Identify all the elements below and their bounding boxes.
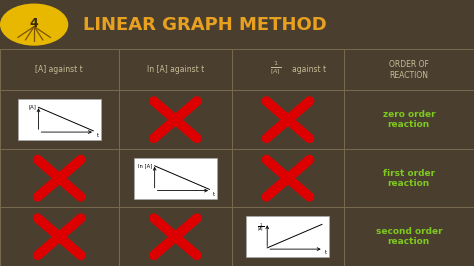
Text: zero order
reaction: zero order reaction	[383, 110, 435, 129]
Ellipse shape	[22, 7, 35, 14]
Text: [A] against t: [A] against t	[36, 65, 83, 74]
Ellipse shape	[31, 6, 44, 14]
FancyBboxPatch shape	[134, 157, 217, 199]
Text: $\frac{1}{[A]}$: $\frac{1}{[A]}$	[271, 60, 282, 77]
Text: [A]: [A]	[28, 105, 36, 109]
FancyBboxPatch shape	[246, 216, 329, 257]
Text: first order
reaction: first order reaction	[383, 169, 435, 188]
Text: LINEAR GRAPH METHOD: LINEAR GRAPH METHOD	[83, 16, 327, 34]
Ellipse shape	[39, 7, 52, 15]
Text: against t: against t	[292, 65, 326, 74]
Text: $\frac{1}{[A]}$: $\frac{1}{[A]}$	[257, 222, 264, 234]
Text: second order
reaction: second order reaction	[375, 227, 442, 246]
Ellipse shape	[14, 8, 27, 15]
Ellipse shape	[0, 3, 68, 46]
Text: t: t	[325, 250, 328, 255]
Text: ORDER OF
REACTION: ORDER OF REACTION	[389, 60, 429, 80]
Text: ln [A] against t: ln [A] against t	[147, 65, 204, 74]
Text: t: t	[213, 192, 215, 197]
Text: ln [A]: ln [A]	[138, 163, 152, 168]
Text: t: t	[97, 133, 99, 138]
FancyBboxPatch shape	[18, 99, 100, 140]
Text: 4: 4	[30, 16, 38, 30]
Ellipse shape	[46, 10, 59, 17]
